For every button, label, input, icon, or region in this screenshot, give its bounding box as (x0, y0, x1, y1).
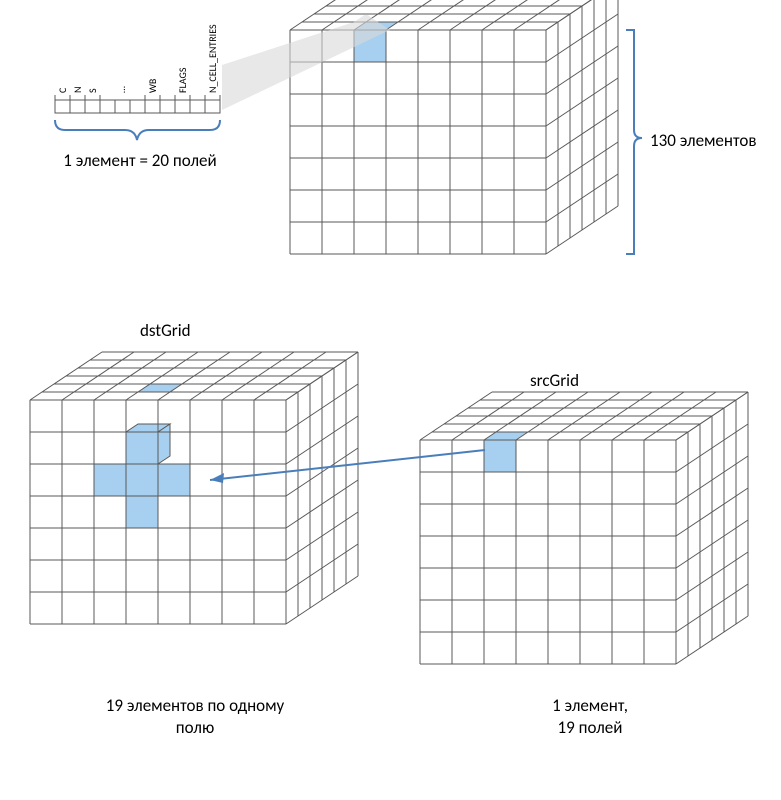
field-label-ncell: N_CELL_ENTRIES (206, 24, 219, 93)
field-brace (55, 120, 220, 140)
diagram-canvas: C N S … WB FLAGS N_CELL_ENTRIES (0, 0, 781, 800)
field-label-s: S (86, 88, 99, 93)
field-strip: C N S … WB FLAGS N_CELL_ENTRIES (55, 24, 220, 113)
side-label: 130 элементов (650, 130, 756, 152)
field-label-c: C (56, 87, 69, 93)
side-bracket (626, 30, 642, 254)
dst-caption: 19 элементов по одному полю (80, 695, 310, 739)
field-label-flags: FLAGS (176, 67, 189, 93)
dst-title: dstGrid (140, 320, 191, 342)
src-caption: 1 элемент, 19 полей (520, 695, 660, 739)
field-label-wb: WB (146, 78, 159, 93)
dst-cube (30, 352, 358, 624)
src-cube (420, 392, 748, 664)
brace-label: 1 элемент = 20 полей (60, 150, 220, 172)
field-label-dots: … (115, 86, 128, 93)
src-title: srcGrid (530, 370, 579, 392)
field-label-n: N (71, 87, 84, 93)
